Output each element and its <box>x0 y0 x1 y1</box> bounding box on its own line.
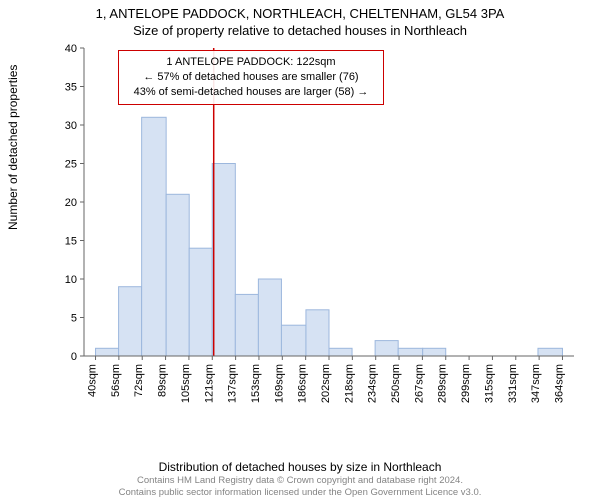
svg-text:40: 40 <box>65 44 77 55</box>
svg-text:347sqm: 347sqm <box>530 364 542 403</box>
svg-text:56sqm: 56sqm <box>110 364 122 397</box>
y-axis-label: Number of detached properties <box>6 65 20 230</box>
svg-text:105sqm: 105sqm <box>180 364 192 403</box>
info-line-1: 1 ANTELOPE PADDOCK: 122sqm <box>125 55 377 70</box>
svg-text:153sqm: 153sqm <box>250 364 262 403</box>
svg-text:89sqm: 89sqm <box>157 364 169 397</box>
svg-text:5: 5 <box>71 313 77 325</box>
footer-line-2: Contains public sector information licen… <box>0 487 600 498</box>
svg-text:30: 30 <box>65 120 77 132</box>
svg-text:137sqm: 137sqm <box>227 364 239 403</box>
svg-text:364sqm: 364sqm <box>553 364 565 403</box>
footer-line-1: Contains HM Land Registry data © Crown c… <box>0 475 600 486</box>
svg-text:218sqm: 218sqm <box>343 364 355 403</box>
svg-text:299sqm: 299sqm <box>460 364 472 403</box>
svg-text:40sqm: 40sqm <box>87 364 99 397</box>
svg-text:250sqm: 250sqm <box>390 364 402 403</box>
svg-text:315sqm: 315sqm <box>483 364 495 403</box>
svg-text:10: 10 <box>65 274 77 286</box>
plot-area: 0 5 10 15 20 25 30 35 40 40sqm 56sqm 72sqm 89sqm 105s… <box>60 44 580 414</box>
svg-text:202sqm: 202sqm <box>320 364 332 403</box>
svg-text:331sqm: 331sqm <box>507 364 519 403</box>
svg-text:169sqm: 169sqm <box>273 364 285 403</box>
title-subtitle: Size of property relative to detached ho… <box>0 21 600 38</box>
svg-text:0: 0 <box>71 351 77 363</box>
title-address: 1, ANTELOPE PADDOCK, NORTHLEACH, CHELTEN… <box>0 0 600 21</box>
footer-attribution: Contains HM Land Registry data © Crown c… <box>0 475 600 498</box>
svg-text:35: 35 <box>65 82 77 94</box>
svg-text:186sqm: 186sqm <box>297 364 309 403</box>
svg-text:121sqm: 121sqm <box>203 364 215 403</box>
svg-text:267sqm: 267sqm <box>413 364 425 403</box>
svg-text:25: 25 <box>65 159 77 171</box>
x-axis-label: Distribution of detached houses by size … <box>0 460 600 474</box>
chart-container: 1, ANTELOPE PADDOCK, NORTHLEACH, CHELTEN… <box>0 0 600 500</box>
svg-text:289sqm: 289sqm <box>437 364 449 403</box>
info-line-3: 43% of semi-detached houses are larger (… <box>125 85 377 100</box>
svg-text:72sqm: 72sqm <box>133 364 145 397</box>
svg-text:20: 20 <box>65 197 77 209</box>
info-line-2: ← 57% of detached houses are smaller (76… <box>125 70 377 85</box>
svg-text:15: 15 <box>65 236 77 248</box>
marker-info-box: 1 ANTELOPE PADDOCK: 122sqm ← 57% of deta… <box>118 50 384 105</box>
svg-text:234sqm: 234sqm <box>367 364 379 403</box>
